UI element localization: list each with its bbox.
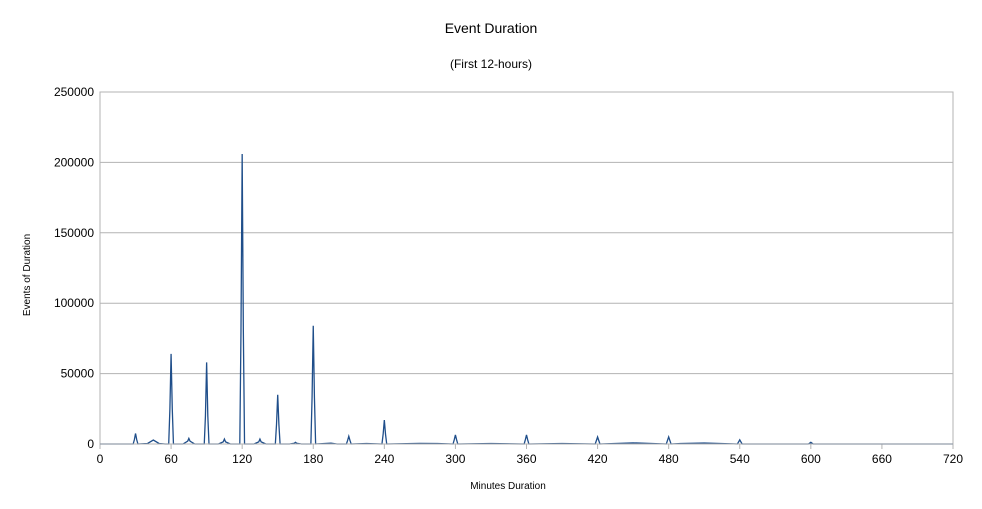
y-tick-label: 50000: [61, 367, 95, 381]
y-tick-label: 150000: [54, 226, 94, 240]
x-tick-label: 480: [659, 452, 679, 466]
y-axis-ticks: 0 50000 100000 150000 200000 250000: [54, 85, 94, 451]
x-tick-label: 660: [872, 452, 892, 466]
x-tick-label: 0: [97, 452, 104, 466]
gridlines: [100, 91, 953, 375]
x-tick-label: 240: [374, 452, 394, 466]
chart-title: Event Duration: [445, 20, 538, 36]
x-tick-label: 60: [164, 452, 178, 466]
x-tick-label: 360: [516, 452, 536, 466]
x-tick-label: 300: [445, 452, 465, 466]
y-tick-label: 100000: [54, 296, 94, 310]
x-axis-title: Minutes Duration: [470, 481, 546, 492]
plot-area-border: [99, 91, 954, 445]
x-tick-label: 600: [801, 452, 821, 466]
x-tick-label: 420: [588, 452, 608, 466]
x-tick-label: 180: [303, 452, 323, 466]
x-tick-label: 720: [943, 452, 963, 466]
y-axis-title: Events of Duration: [22, 234, 33, 316]
y-tick-label: 250000: [54, 85, 94, 99]
x-tick-label: 120: [232, 452, 252, 466]
x-tick-label: 540: [730, 452, 750, 466]
series-line: [100, 153, 953, 445]
x-axis-ticks: 0 60 120 180 240 300 360 420 480 540 600 660 720: [97, 444, 963, 466]
y-tick-label: 200000: [54, 155, 94, 169]
chart-subtitle: (First 12-hours): [450, 57, 532, 71]
y-tick-label: 0: [87, 437, 94, 451]
